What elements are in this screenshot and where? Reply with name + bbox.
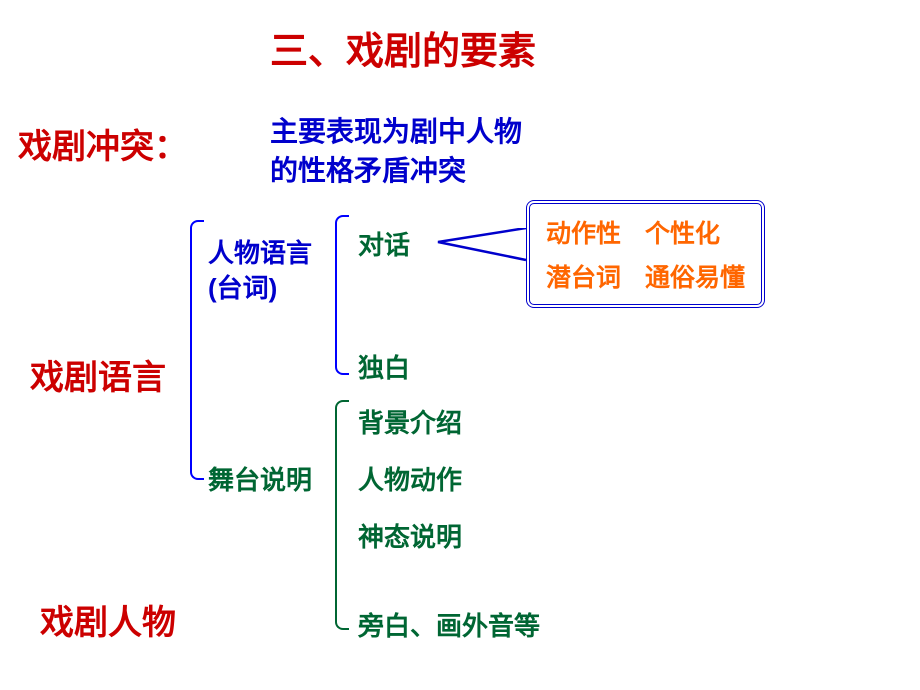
bg-text: 背景介绍	[358, 408, 462, 438]
expr-item: 神态说明	[358, 517, 462, 554]
conflict-label: 戏剧冲突：	[18, 120, 198, 174]
action-text: 人物动作	[358, 465, 462, 495]
dialogue-item: 对话	[358, 225, 410, 262]
conflict-description: 主要表现为剧中人物 的性格矛盾冲突	[270, 112, 522, 190]
aside-text: 旁白、画外音等	[358, 611, 540, 641]
language-label-text: 戏剧语言	[30, 359, 166, 397]
conflict-desc-line1: 主要表现为剧中人物	[270, 116, 522, 147]
monologue-item: 独白	[358, 348, 410, 385]
callout-box: 动作性 个性化 潜台词 通俗易懂	[526, 200, 765, 308]
expr-text: 神态说明	[358, 522, 462, 552]
bg-item: 背景介绍	[358, 403, 462, 440]
page-title: 三、戏剧的要素	[270, 20, 536, 75]
callout-item-b: 个性化	[645, 214, 720, 250]
stage-dir-label: 舞台说明	[208, 460, 312, 497]
aside-item: 旁白、画外音等	[358, 606, 540, 643]
callout-tail-icon	[436, 228, 531, 278]
char-lang-line1: 人物语言	[208, 238, 312, 268]
dialogue-text: 对话	[358, 230, 410, 260]
character-label: 戏剧人物	[40, 595, 176, 644]
char-lang-bracket	[335, 215, 349, 375]
char-lang-line2: (台词)	[208, 273, 277, 303]
main-bracket	[190, 220, 204, 480]
callout-row-1: 动作性 个性化	[546, 214, 745, 250]
conflict-desc-line2: 的性格矛盾冲突	[270, 155, 466, 186]
language-label: 戏剧语言	[30, 350, 166, 399]
callout-row-2: 潜台词 通俗易懂	[546, 258, 745, 294]
stage-dir-bracket	[335, 400, 349, 630]
stage-dir-text: 舞台说明	[208, 465, 312, 495]
monologue-text: 独白	[358, 353, 410, 383]
character-label-text: 戏剧人物	[40, 604, 176, 642]
callout-item-c: 潜台词	[546, 258, 621, 294]
conflict-label-text: 戏剧冲突：	[18, 128, 188, 166]
title-text: 三、戏剧的要素	[270, 31, 536, 73]
char-lang-label: 人物语言 (台词)	[208, 236, 312, 306]
callout-item-a: 动作性	[546, 214, 621, 250]
action-item: 人物动作	[358, 460, 462, 497]
callout-item-d: 通俗易懂	[645, 258, 745, 294]
